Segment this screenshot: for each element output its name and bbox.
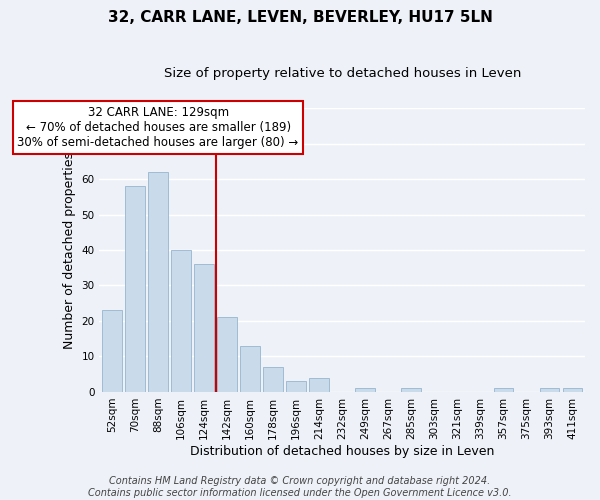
Text: 32, CARR LANE, LEVEN, BEVERLEY, HU17 5LN: 32, CARR LANE, LEVEN, BEVERLEY, HU17 5LN — [107, 10, 493, 25]
Bar — [148, 172, 168, 392]
Bar — [217, 318, 237, 392]
Text: Contains HM Land Registry data © Crown copyright and database right 2024.
Contai: Contains HM Land Registry data © Crown c… — [88, 476, 512, 498]
X-axis label: Distribution of detached houses by size in Leven: Distribution of detached houses by size … — [190, 444, 494, 458]
Bar — [125, 186, 145, 392]
Bar — [401, 388, 421, 392]
Bar — [241, 346, 260, 392]
Bar — [194, 264, 214, 392]
Bar — [310, 378, 329, 392]
Bar — [563, 388, 582, 392]
Bar — [494, 388, 513, 392]
Bar — [355, 388, 375, 392]
Title: Size of property relative to detached houses in Leven: Size of property relative to detached ho… — [164, 68, 521, 80]
Bar — [103, 310, 122, 392]
Bar — [263, 367, 283, 392]
Bar — [286, 382, 306, 392]
Text: 32 CARR LANE: 129sqm
← 70% of detached houses are smaller (189)
30% of semi-deta: 32 CARR LANE: 129sqm ← 70% of detached h… — [17, 106, 299, 149]
Bar — [539, 388, 559, 392]
Bar — [172, 250, 191, 392]
Y-axis label: Number of detached properties: Number of detached properties — [63, 152, 76, 348]
